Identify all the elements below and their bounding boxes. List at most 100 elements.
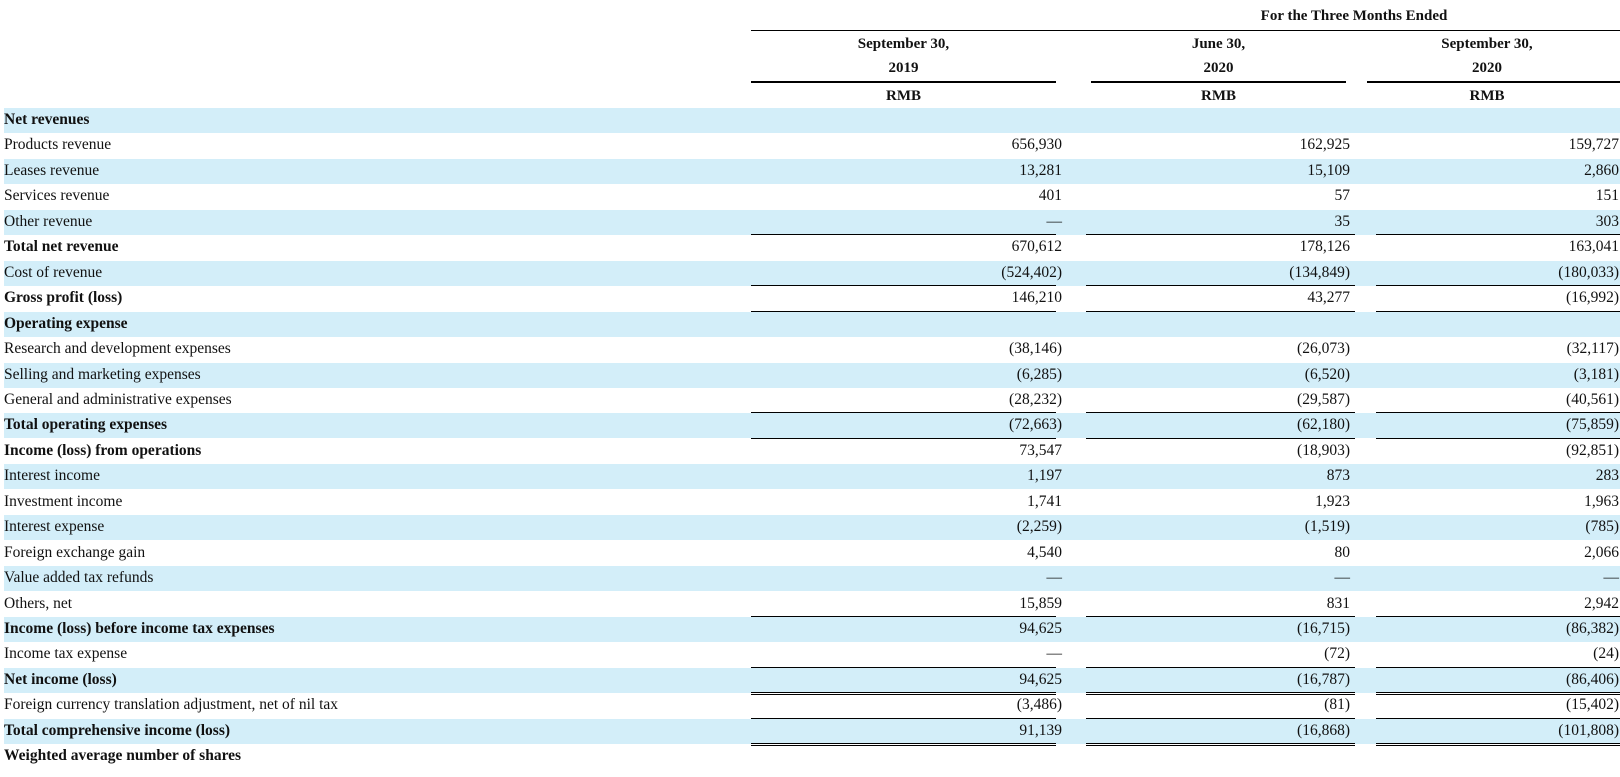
col1-date: September 30, <box>857 36 950 52</box>
row-value-col2: (18,903) <box>1297 442 1350 459</box>
row-value-col1: 13,281 <box>1019 162 1062 179</box>
row-value-col3: 159,727 <box>1568 136 1619 153</box>
total-rule-col3 <box>1376 412 1620 413</box>
row-label: Selling and marketing expenses <box>4 366 201 383</box>
row-label: Other revenue <box>4 213 93 230</box>
total-rule-col2 <box>1086 616 1355 617</box>
table-row: Products revenue 656,930 162,925 159,727 <box>4 133 1620 158</box>
row-value-col2: (81) <box>1324 696 1350 713</box>
row-value-col3: 2,942 <box>1584 595 1619 612</box>
total-rule-col2 <box>1086 743 1355 747</box>
row-value-col1: (28,232) <box>1009 391 1062 408</box>
table-row: Income (loss) from operations 73,547 (18,9… <box>4 439 1620 464</box>
row-value-col1: 4,540 <box>1027 544 1062 561</box>
row-value-col1: 94,625 <box>1019 620 1062 637</box>
row-value-col3: (180,033) <box>1558 264 1619 281</box>
row-value-col1: 1,741 <box>1027 493 1062 510</box>
row-label: Income tax expense <box>4 645 128 662</box>
row-label: Value added tax refunds <box>4 569 154 586</box>
total-rule-col1 <box>751 438 1056 439</box>
table-row: Research and development expenses (38,146… <box>4 337 1620 362</box>
total-rule-col2 <box>1086 692 1355 696</box>
row-value-col2: (1,519) <box>1304 518 1350 535</box>
table-row: Foreign exchange gain 4,540 80 2,066 <box>4 541 1620 566</box>
row-label: Investment income <box>4 493 123 510</box>
row-value-col1: — <box>1046 645 1063 662</box>
row-label: Products revenue <box>4 136 112 153</box>
row-value-col1: (524,402) <box>1001 264 1062 281</box>
total-rule-col2 <box>1086 412 1355 413</box>
table-row: Cost of revenue (524,402) (134,849) (180,03… <box>4 261 1620 286</box>
total-rule-col1 <box>751 718 1056 719</box>
row-value-col1: 146,210 <box>1011 289 1062 306</box>
row-value-col3: — <box>1603 569 1620 586</box>
row-value-col3: (86,382) <box>1566 620 1619 637</box>
table-row: Total net revenue 670,612 178,126 163,041 <box>4 235 1620 260</box>
table-row: Net income (loss) 94,625 (16,787) (86,406) <box>4 668 1620 693</box>
row-label: Research and development expenses <box>4 340 231 357</box>
row-label: Income (loss) before income tax expenses <box>4 620 275 637</box>
col3-header-rule <box>1367 81 1620 83</box>
row-value-col1: 15,859 <box>1019 595 1062 612</box>
table-row: Other revenue — 35 303 <box>4 210 1620 235</box>
col3-date: September 30, <box>1441 36 1533 52</box>
table-row: Interest expense (2,259) (1,519) (785) <box>4 515 1620 540</box>
row-value-col1: — <box>1046 213 1063 230</box>
row-value-col1: 670,612 <box>1011 238 1062 255</box>
total-rule-col3 <box>1376 692 1620 696</box>
row-value-col2: (26,073) <box>1297 340 1350 357</box>
row-value-col3: 2,066 <box>1584 544 1619 561</box>
row-value-col2: (29,587) <box>1297 391 1350 408</box>
row-label: Leases revenue <box>4 162 100 179</box>
total-rule-col2 <box>1086 234 1355 235</box>
total-rule-col1 <box>751 285 1056 286</box>
row-label: Total net revenue <box>4 238 119 255</box>
row-label: General and administrative expenses <box>4 391 232 408</box>
total-rule-col3 <box>1376 718 1620 719</box>
row-value-col1: (72,663) <box>1009 416 1062 433</box>
col1-year: 2019 <box>888 60 919 76</box>
row-value-col2: 57 <box>1334 187 1351 204</box>
table-row: Income (loss) before income tax expenses… <box>4 617 1620 642</box>
row-value-col3: 163,041 <box>1568 238 1619 255</box>
row-label: Others, net <box>4 595 73 612</box>
row-value-col2: (16,715) <box>1297 620 1350 637</box>
total-rule-col2 <box>1086 285 1355 286</box>
row-value-col3: (40,561) <box>1566 391 1619 408</box>
table-row: Weighted average number of shares <box>4 744 1620 769</box>
row-value-col2: 873 <box>1326 467 1350 484</box>
total-rule-col1 <box>751 667 1056 668</box>
row-value-col1: 401 <box>1038 187 1062 204</box>
table-row: Foreign currency translation adjustment,… <box>4 693 1620 718</box>
row-value-col1: 656,930 <box>1011 136 1062 153</box>
table-row: Investment income 1,741 1,923 1,963 <box>4 490 1620 515</box>
total-rule-col1 <box>751 743 1056 747</box>
total-rule-col3 <box>1376 438 1620 439</box>
row-value-col3: (15,402) <box>1566 696 1619 713</box>
row-value-col2: 1,923 <box>1315 493 1350 510</box>
row-label: Weighted average number of shares <box>4 747 242 764</box>
total-rule-col2 <box>1086 438 1355 439</box>
row-value-col2: 35 <box>1334 213 1351 230</box>
col3-year: 2020 <box>1472 60 1502 76</box>
row-label: Foreign currency translation adjustment,… <box>4 696 339 713</box>
row-value-col3: (3,181) <box>1573 366 1619 383</box>
row-value-col1: 91,139 <box>1019 722 1062 739</box>
total-rule-col3 <box>1376 743 1620 747</box>
col2-currency: RMB <box>1201 88 1236 104</box>
row-value-col1: 94,625 <box>1019 671 1062 688</box>
total-rule-col1 <box>751 692 1056 696</box>
table-row: Operating expense <box>4 312 1620 337</box>
row-value-col2: (6,520) <box>1304 366 1350 383</box>
table-row: Services revenue 401 57 151 <box>4 184 1620 209</box>
row-value-col2: 162,925 <box>1299 136 1350 153</box>
table-row: Interest income 1,197 873 283 <box>4 464 1620 489</box>
row-label: Income (loss) from operations <box>4 442 202 459</box>
table-row: Gross profit (loss) 146,210 43,277 (16,992) <box>4 286 1620 311</box>
total-rule-col1 <box>751 234 1056 235</box>
row-value-col3: (16,992) <box>1566 289 1619 306</box>
row-label: Total operating expenses <box>4 416 168 433</box>
row-value-col3: (24) <box>1593 645 1619 662</box>
table-row: Income tax expense — (72) (24) <box>4 642 1620 667</box>
